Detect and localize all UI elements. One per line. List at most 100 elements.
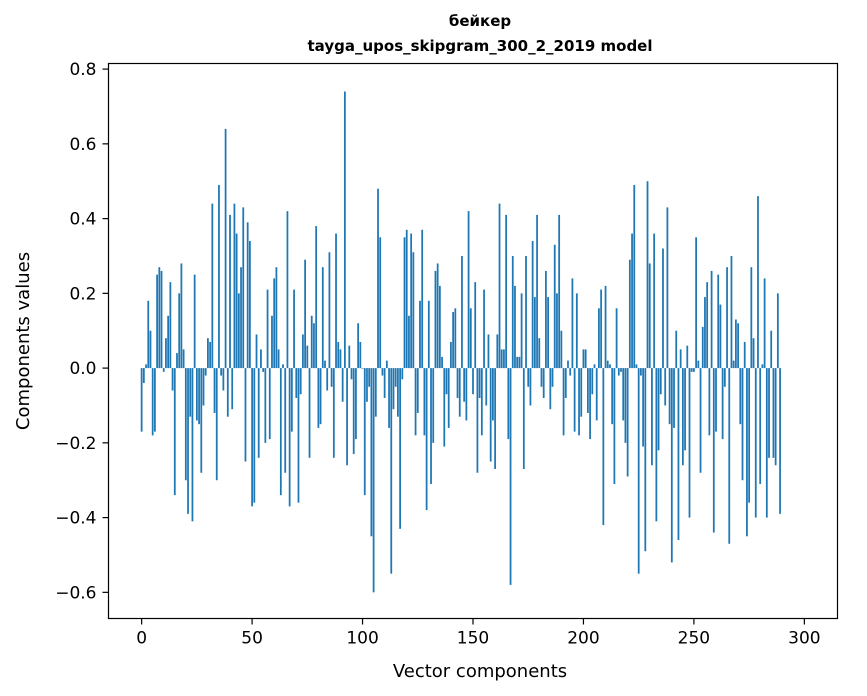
bar xyxy=(578,368,580,436)
bar xyxy=(567,360,569,369)
bar xyxy=(726,267,728,369)
bar xyxy=(452,312,454,369)
bar xyxy=(405,229,408,369)
bar xyxy=(370,368,373,537)
bar xyxy=(545,270,547,369)
bar xyxy=(511,255,514,369)
bar xyxy=(765,368,768,518)
bar xyxy=(403,237,406,369)
bar xyxy=(368,368,371,387)
bar xyxy=(339,349,342,369)
bar xyxy=(313,323,315,369)
bar xyxy=(242,207,245,369)
bar xyxy=(681,368,684,466)
bar xyxy=(343,91,346,369)
bar xyxy=(425,368,428,511)
bar xyxy=(249,241,251,369)
bar xyxy=(306,345,309,369)
bar xyxy=(712,368,715,533)
bar xyxy=(167,315,170,369)
bar xyxy=(220,368,223,376)
bar xyxy=(505,214,508,369)
bar xyxy=(529,368,532,406)
bar xyxy=(701,326,704,369)
bar xyxy=(372,368,375,593)
bar xyxy=(423,368,426,436)
bar xyxy=(332,368,335,458)
y-tick-label: 0.6 xyxy=(69,135,96,155)
bar xyxy=(759,368,762,484)
bar xyxy=(171,368,174,391)
bar xyxy=(255,334,258,369)
bar xyxy=(142,368,145,384)
bar xyxy=(377,188,379,369)
bar xyxy=(699,368,702,473)
bar xyxy=(602,368,605,526)
bar xyxy=(257,368,260,458)
bar xyxy=(317,368,320,428)
bar xyxy=(200,368,203,473)
bar xyxy=(480,368,483,436)
bar xyxy=(154,368,156,432)
bar xyxy=(454,308,457,369)
bar xyxy=(211,203,214,369)
bar xyxy=(507,368,510,440)
bar xyxy=(385,360,388,369)
bar xyxy=(710,270,713,369)
bar xyxy=(595,368,598,421)
bar xyxy=(750,267,753,369)
bar xyxy=(268,368,271,440)
bar xyxy=(330,368,333,387)
x-tick-label: 150 xyxy=(457,629,489,649)
bar xyxy=(394,368,397,387)
bars-group xyxy=(140,91,781,593)
bar xyxy=(553,244,556,369)
bar xyxy=(617,368,620,376)
bar xyxy=(772,368,775,458)
bar xyxy=(324,360,326,369)
y-tick-label: 0.2 xyxy=(69,284,96,304)
bar xyxy=(737,323,739,369)
x-tick-label: 250 xyxy=(678,629,710,649)
bar xyxy=(670,368,673,563)
bar xyxy=(730,255,733,369)
bar xyxy=(151,368,154,436)
bar xyxy=(637,368,640,574)
y-axis-ticks: −0.6 −0.4 −0.2 0.0 0.2 0.4 0.6 0.8 xyxy=(55,60,109,603)
bar xyxy=(397,368,399,417)
y-axis-label: Components values xyxy=(13,252,34,430)
bar xyxy=(231,368,234,410)
x-tick-label: 0 xyxy=(136,629,147,649)
bar xyxy=(279,368,282,496)
bar xyxy=(741,368,744,481)
bar xyxy=(469,308,472,369)
bar xyxy=(337,341,340,369)
bar xyxy=(432,368,435,443)
bar xyxy=(224,128,227,369)
bar xyxy=(640,368,642,376)
bar xyxy=(525,255,527,369)
bar xyxy=(438,285,441,369)
bar xyxy=(715,368,717,432)
bar xyxy=(721,368,724,440)
x-tick-label: 200 xyxy=(567,629,599,649)
bar xyxy=(651,368,653,466)
bar xyxy=(598,308,600,369)
bar xyxy=(704,297,706,369)
bar xyxy=(213,368,216,413)
bar xyxy=(520,293,523,369)
bar xyxy=(633,184,636,369)
bar xyxy=(408,315,410,369)
bar xyxy=(215,368,218,481)
bar xyxy=(456,368,459,398)
bar xyxy=(156,274,158,369)
bar xyxy=(284,368,287,473)
bar xyxy=(746,368,748,537)
bar xyxy=(189,368,192,417)
bar xyxy=(754,368,757,518)
bar xyxy=(297,368,300,503)
bar xyxy=(615,308,618,369)
bar xyxy=(458,368,461,417)
y-tick-label: −0.4 xyxy=(55,509,96,529)
